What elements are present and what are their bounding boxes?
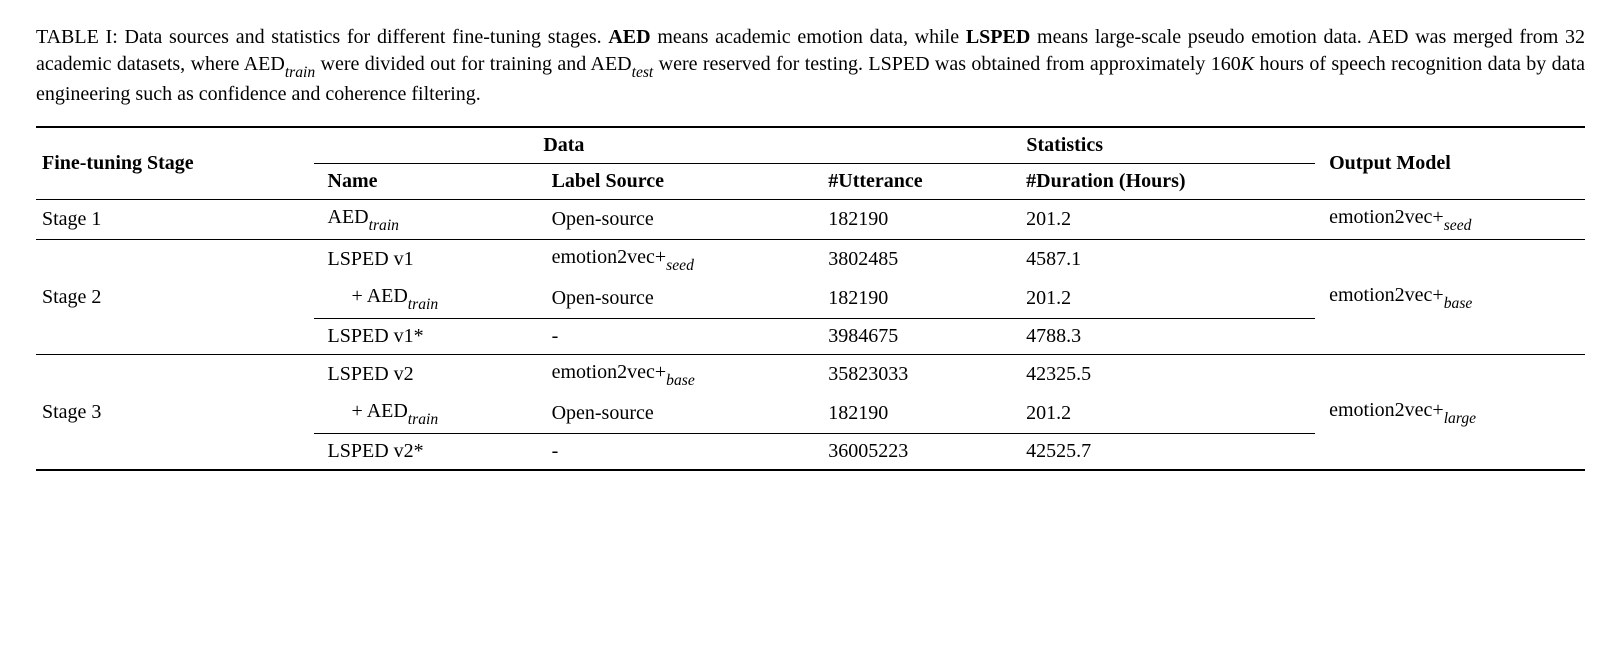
caption-label: TABLE I: — [36, 26, 118, 48]
cell-label-source: emotion2vec+base — [538, 355, 815, 395]
cell-stage: Stage 3 — [36, 355, 314, 471]
caption-text: Data sources and statistics for differen… — [118, 26, 609, 48]
cell-duration: 42525.7 — [1012, 434, 1315, 471]
cell-label-source: Open-source — [538, 394, 815, 434]
label-sub: base — [666, 372, 695, 389]
output-text: emotion2vec+ — [1329, 399, 1444, 421]
cell-duration: 201.2 — [1012, 279, 1315, 319]
col-output: Output Model — [1315, 127, 1585, 200]
caption-bold-lsped: LSPED — [966, 26, 1030, 48]
caption-text: means large-scale pseudo emotion data. A… — [1030, 26, 1565, 48]
caption-text: means academic emotion data, while — [651, 26, 966, 48]
cell-utterance: 3802485 — [814, 240, 1012, 280]
col-duration: #Duration (Hours) — [1012, 164, 1315, 200]
cell-label-source: Open-source — [538, 200, 815, 240]
table-row: Stage 1 AEDtrain Open-source 182190 201.… — [36, 200, 1585, 240]
output-text: emotion2vec+ — [1329, 206, 1444, 228]
name-text: AED — [328, 206, 369, 228]
cell-stage: Stage 1 — [36, 200, 314, 240]
cell-stage: Stage 2 — [36, 240, 314, 355]
table-row: Stage 2 LSPED v1 emotion2vec+seed 380248… — [36, 240, 1585, 280]
label-sub: seed — [666, 257, 694, 274]
cell-utterance: 3984675 — [814, 319, 1012, 355]
col-data: Data — [314, 127, 815, 164]
data-table: Fine-tuning Stage Data Statistics Output… — [36, 126, 1585, 471]
col-stats: Statistics — [814, 127, 1315, 164]
cell-name: LSPED v1* — [314, 319, 538, 355]
table-caption: TABLE I: Data sources and statistics for… — [36, 24, 1585, 108]
caption-bold-aed: AED — [608, 26, 650, 48]
cell-name: + AEDtrain — [314, 279, 538, 319]
cell-utterance: 182190 — [814, 279, 1012, 319]
cell-label-source: emotion2vec+seed — [538, 240, 815, 280]
caption-text: were divided out for training and AED — [315, 53, 631, 75]
output-sub: large — [1444, 410, 1476, 427]
cell-name: LSPED v2* — [314, 434, 538, 471]
cell-name: AEDtrain — [314, 200, 538, 240]
name-sub: train — [369, 217, 399, 234]
cell-duration: 4587.1 — [1012, 240, 1315, 280]
label-text: emotion2vec+ — [552, 246, 667, 268]
caption-sub-test: test — [632, 64, 654, 81]
caption-num: 160 — [1211, 53, 1241, 75]
cell-output: emotion2vec+seed — [1315, 200, 1585, 240]
cell-utterance: 182190 — [814, 200, 1012, 240]
caption-sub-train: train — [285, 64, 315, 81]
name-sub: train — [408, 411, 438, 428]
cell-output: emotion2vec+base — [1315, 240, 1585, 355]
label-text: emotion2vec+ — [552, 361, 667, 383]
cell-duration: 201.2 — [1012, 394, 1315, 434]
cell-name: LSPED v2 — [314, 355, 538, 395]
name-text: + AED — [352, 285, 408, 307]
col-name: Name — [314, 164, 538, 200]
cell-label-source: - — [538, 434, 815, 471]
caption-k: K — [1241, 53, 1254, 75]
output-sub: base — [1444, 295, 1473, 312]
col-utterance: #Utterance — [814, 164, 1012, 200]
cell-label-source: Open-source — [538, 279, 815, 319]
caption-text: were reserved for testing. LSPED was obt… — [653, 53, 1211, 75]
cell-label-source: - — [538, 319, 815, 355]
cell-duration: 201.2 — [1012, 200, 1315, 240]
caption-num: 32 — [1565, 26, 1585, 48]
caption-text: academic datasets, where AED — [36, 53, 285, 75]
cell-output: emotion2vec+large — [1315, 355, 1585, 471]
cell-duration: 4788.3 — [1012, 319, 1315, 355]
output-text: emotion2vec+ — [1329, 284, 1444, 306]
output-sub: seed — [1444, 217, 1472, 234]
cell-utterance: 182190 — [814, 394, 1012, 434]
table-header-row: Fine-tuning Stage Data Statistics Output… — [36, 127, 1585, 164]
name-sub: train — [408, 296, 438, 313]
col-label-source: Label Source — [538, 164, 815, 200]
cell-utterance: 36005223 — [814, 434, 1012, 471]
cell-duration: 42325.5 — [1012, 355, 1315, 395]
cell-utterance: 35823033 — [814, 355, 1012, 395]
cell-name: LSPED v1 — [314, 240, 538, 280]
cell-name: + AEDtrain — [314, 394, 538, 434]
col-stage: Fine-tuning Stage — [36, 127, 314, 200]
table-row: Stage 3 LSPED v2 emotion2vec+base 358230… — [36, 355, 1585, 395]
name-text: + AED — [352, 400, 408, 422]
